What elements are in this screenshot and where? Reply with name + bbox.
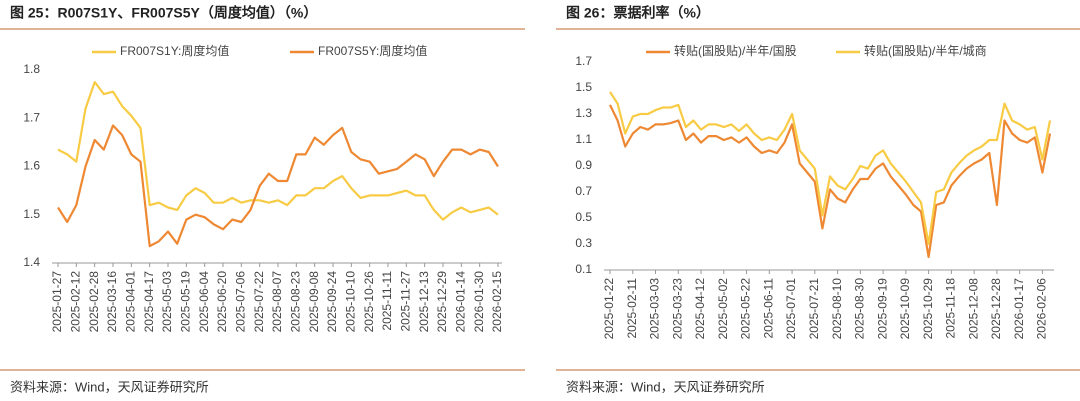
- x-tick-label: 2025-10-29: [921, 278, 935, 340]
- y-tick-label: 1.7: [575, 54, 592, 68]
- x-tick-label: 2025-03-23: [670, 278, 684, 340]
- legend-label: 转贴(国股贴)/半年/国股: [674, 43, 797, 58]
- x-tick-label: 2025-11-27: [399, 271, 413, 332]
- y-tick-label: 1.1: [575, 132, 592, 146]
- x-tick-label: 2025-08-23: [289, 271, 303, 333]
- x-tick-label: 2025-12-08: [966, 278, 980, 340]
- y-tick-label: 0.3: [575, 236, 592, 250]
- x-tick-label: 2026-02-15: [490, 271, 504, 333]
- y-tick-label: 0.5: [575, 210, 592, 224]
- x-tick-label: 2025-10-10: [344, 271, 358, 333]
- x-tick-label: 2025-03-03: [648, 278, 662, 340]
- x-tick-label: 2025-12-28: [989, 278, 1003, 340]
- x-tick-label: 2025-10-26: [362, 271, 376, 333]
- x-tick-label: 2025-07-06: [234, 271, 248, 333]
- x-tick-label: 2025-04-12: [693, 278, 707, 340]
- y-tick-label: 1.5: [575, 80, 592, 94]
- x-tick-label: 2025-05-03: [160, 271, 174, 333]
- x-tick-label: 2025-04-17: [142, 271, 156, 333]
- x-tick-label: 2025-09-08: [307, 271, 321, 333]
- legend-label: 转贴(国股贴)/半年/城商: [864, 43, 987, 58]
- x-tick-label: 2025-09-19: [875, 278, 889, 340]
- y-tick-label: 0.9: [575, 158, 592, 172]
- y-tick-label: 1.6: [23, 159, 40, 173]
- x-tick-label: 2025-05-19: [179, 271, 193, 333]
- x-tick-label: 2025-11-11: [380, 271, 394, 331]
- series-line: [609, 104, 1052, 259]
- y-tick-label: 1.8: [23, 62, 40, 76]
- source: 资料来源：Wind，天风证券研究所: [10, 379, 209, 394]
- x-tick-label: 2025-08-07: [270, 271, 284, 333]
- x-tick-label: 2025-01-22: [602, 278, 616, 340]
- x-tick-label: 2025-06-20: [215, 271, 229, 333]
- x-tick-label: 2026-02-06: [1035, 278, 1049, 340]
- x-tick-label: 2025-09-24: [325, 271, 339, 333]
- legend-label: FR007S5Y:周度均值: [318, 43, 427, 58]
- chart-title: 图 25：R007S1Y、FR007S5Y（周度均值）（%）: [10, 5, 317, 21]
- x-tick-label: 2025-06-04: [197, 271, 211, 333]
- x-tick-label: 2025-11-18: [944, 278, 958, 339]
- x-tick-label: 2025-12-29: [435, 271, 449, 333]
- x-tick-label: 2026-01-14: [454, 271, 468, 333]
- x-tick-label: 2025-06-11: [761, 278, 775, 339]
- series-line: [57, 124, 499, 248]
- x-tick-label: 2025-02-11: [625, 278, 639, 339]
- x-tick-label: 2025-02-28: [87, 271, 101, 333]
- series-line: [57, 81, 499, 221]
- legend-label: FR007S1Y:周度均值: [120, 43, 229, 58]
- x-tick-label: 2025-12-13: [417, 271, 431, 333]
- x-tick-label: 2025-04-01: [124, 271, 138, 333]
- x-tick-label: 2026-01-17: [1012, 278, 1026, 340]
- x-tick-label: 2025-02-12: [69, 271, 83, 333]
- x-tick-label: 2025-01-27: [50, 271, 64, 333]
- x-tick-label: 2025-07-01: [784, 278, 798, 340]
- x-tick-label: 2025-10-09: [898, 278, 912, 340]
- chart-title: 图 26：票据利率（%）: [566, 5, 710, 21]
- source: 资料来源：Wind，天风证券研究所: [566, 379, 765, 394]
- x-tick-label: 2025-07-21: [807, 278, 821, 340]
- x-tick-label: 2025-07-22: [252, 271, 266, 333]
- x-tick-label: 2025-05-02: [716, 278, 730, 340]
- y-tick-label: 0.1: [575, 262, 592, 276]
- x-tick-label: 2025-08-10: [830, 278, 844, 340]
- y-tick-label: 1.3: [575, 106, 592, 120]
- x-tick-label: 2025-05-22: [739, 278, 753, 340]
- x-tick-label: 2025-08-30: [853, 278, 867, 340]
- x-tick-label: 2025-03-16: [105, 271, 119, 333]
- y-tick-label: 1.7: [23, 110, 40, 124]
- y-tick-label: 1.4: [23, 255, 40, 269]
- y-tick-label: 0.7: [575, 184, 592, 198]
- x-tick-label: 2026-01-30: [472, 271, 486, 333]
- y-tick-label: 1.5: [23, 207, 40, 221]
- series-line: [609, 91, 1052, 246]
